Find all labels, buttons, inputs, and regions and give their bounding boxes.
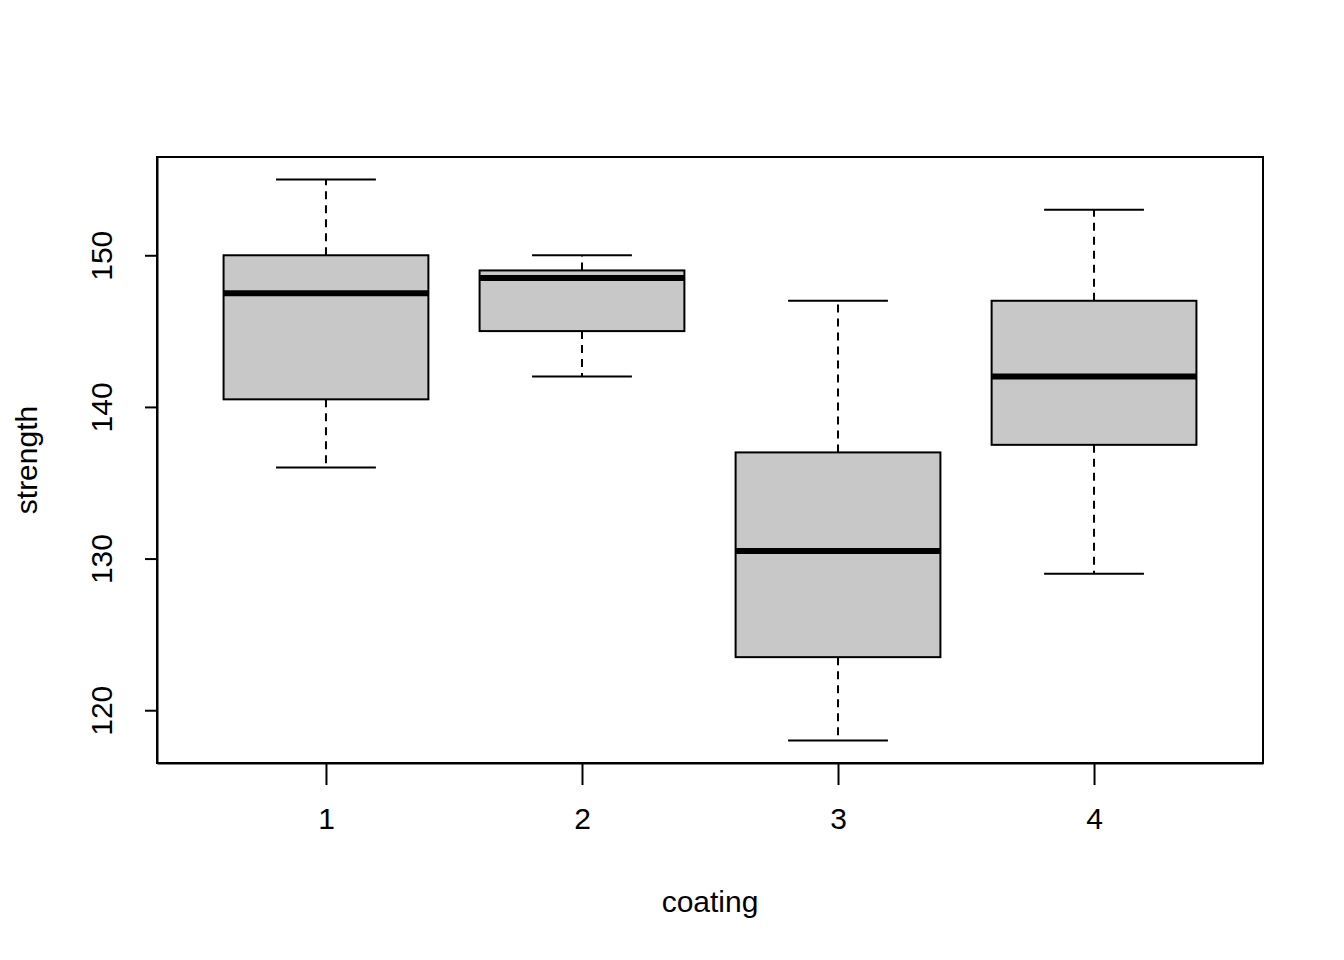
lower-whisker	[837, 657, 839, 740]
box	[736, 452, 941, 657]
lower-cap	[788, 740, 888, 742]
upper-whisker	[1093, 210, 1095, 301]
median	[224, 290, 429, 296]
y-axis: 120 130 140 150	[85, 158, 158, 764]
upper-cap	[1044, 209, 1144, 211]
y-tick-mark	[145, 710, 157, 712]
upper-cap	[532, 254, 632, 256]
y-tick-label: 150	[85, 231, 118, 281]
lower-cap	[1044, 573, 1144, 575]
x-tick-label: 2	[574, 802, 591, 835]
y-tick: 130	[85, 534, 157, 584]
x-axis: 1 2 3 4	[158, 763, 1264, 835]
lower-whisker	[325, 399, 327, 467]
x-tick-mark	[838, 763, 840, 785]
boxes	[224, 179, 1197, 740]
median	[480, 275, 685, 281]
upper-whisker	[325, 179, 327, 255]
upper-whisker	[837, 301, 839, 453]
y-tick-mark	[145, 558, 157, 560]
x-tick: 3	[830, 763, 847, 835]
y-tick-mark	[145, 406, 157, 408]
x-axis-line	[158, 763, 1264, 765]
median	[992, 374, 1197, 380]
x-tick-mark	[1094, 763, 1096, 785]
box-group	[480, 255, 685, 376]
y-tick: 120	[85, 686, 157, 736]
x-tick: 4	[1086, 763, 1103, 835]
lower-cap	[532, 376, 632, 378]
y-tick: 140	[85, 382, 157, 432]
x-tick-mark	[581, 763, 583, 785]
chart: 120 130 140 150 1 2 3 4 coating strength	[0, 0, 1344, 960]
upper-cap	[276, 178, 376, 180]
y-tick-label: 130	[85, 534, 118, 584]
lower-whisker	[581, 331, 583, 376]
box	[224, 255, 429, 399]
plot-frame	[157, 157, 1263, 763]
x-tick-label: 1	[318, 802, 335, 835]
y-tick-mark	[145, 255, 157, 257]
y-axis-title: strength	[10, 406, 43, 514]
box-group	[224, 179, 429, 467]
box-group	[992, 210, 1197, 574]
x-tick: 1	[318, 763, 335, 835]
y-tick-label: 140	[85, 382, 118, 432]
box	[480, 270, 685, 331]
x-axis-title: coating	[662, 885, 759, 918]
upper-cap	[788, 300, 888, 302]
box	[992, 301, 1197, 445]
x-tick-label: 3	[830, 802, 847, 835]
lower-whisker	[1093, 445, 1095, 574]
y-axis-line	[157, 158, 159, 764]
x-tick-label: 4	[1086, 802, 1103, 835]
lower-cap	[276, 467, 376, 469]
x-tick: 2	[574, 763, 591, 835]
x-tick-mark	[325, 763, 327, 785]
median	[736, 548, 941, 554]
y-tick-label: 120	[85, 686, 118, 736]
y-tick: 150	[85, 231, 157, 281]
upper-whisker	[581, 255, 583, 270]
plot: 120 130 140 150 1 2 3 4	[85, 157, 1264, 835]
box-group	[736, 301, 941, 741]
